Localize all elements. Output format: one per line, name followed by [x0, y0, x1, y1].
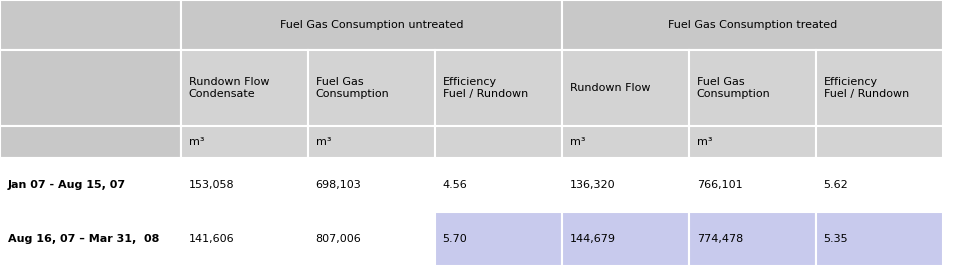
Polygon shape	[435, 158, 562, 212]
Polygon shape	[562, 212, 689, 266]
Text: Fuel Gas Consumption treated: Fuel Gas Consumption treated	[667, 20, 837, 30]
Text: Fuel Gas
Consumption: Fuel Gas Consumption	[697, 77, 770, 99]
Polygon shape	[562, 158, 689, 212]
Polygon shape	[181, 212, 308, 266]
Text: 698,103: 698,103	[316, 180, 361, 190]
Text: 5.62: 5.62	[824, 180, 848, 190]
Text: 4.56: 4.56	[443, 180, 467, 190]
Polygon shape	[562, 50, 689, 126]
Text: 5.35: 5.35	[824, 234, 848, 244]
Text: Fuel Gas Consumption untreated: Fuel Gas Consumption untreated	[279, 20, 463, 30]
Text: Efficiency
Fuel / Rundown: Efficiency Fuel / Rundown	[824, 77, 909, 99]
Polygon shape	[562, 0, 943, 50]
Text: 766,101: 766,101	[697, 180, 743, 190]
Text: 141,606: 141,606	[189, 234, 234, 244]
Polygon shape	[689, 212, 816, 266]
Polygon shape	[816, 50, 943, 126]
Polygon shape	[0, 0, 181, 50]
Polygon shape	[181, 50, 308, 126]
Text: m³: m³	[316, 137, 331, 147]
Text: 774,478: 774,478	[697, 234, 743, 244]
Polygon shape	[562, 126, 689, 158]
Polygon shape	[181, 0, 562, 50]
Text: 136,320: 136,320	[570, 180, 616, 190]
Polygon shape	[689, 158, 816, 212]
Polygon shape	[435, 126, 562, 158]
Polygon shape	[0, 158, 181, 212]
Text: 144,679: 144,679	[570, 234, 616, 244]
Polygon shape	[816, 212, 943, 266]
Polygon shape	[308, 212, 435, 266]
Text: 807,006: 807,006	[316, 234, 361, 244]
Text: m³: m³	[570, 137, 585, 147]
Polygon shape	[0, 50, 181, 126]
Polygon shape	[689, 126, 816, 158]
Text: 5.70: 5.70	[443, 234, 467, 244]
Polygon shape	[0, 126, 181, 158]
Polygon shape	[308, 50, 435, 126]
Text: Fuel Gas
Consumption: Fuel Gas Consumption	[316, 77, 389, 99]
Polygon shape	[181, 126, 308, 158]
Text: Efficiency
Fuel / Rundown: Efficiency Fuel / Rundown	[443, 77, 528, 99]
Polygon shape	[181, 158, 308, 212]
Polygon shape	[435, 50, 562, 126]
Polygon shape	[816, 158, 943, 212]
Polygon shape	[308, 126, 435, 158]
Polygon shape	[308, 158, 435, 212]
Text: Aug 16, 07 – Mar 31,  08: Aug 16, 07 – Mar 31, 08	[8, 234, 159, 244]
Polygon shape	[435, 212, 562, 266]
Text: Rundown Flow
Condensate: Rundown Flow Condensate	[189, 77, 269, 99]
Polygon shape	[816, 126, 943, 158]
Text: Jan 07 - Aug 15, 07: Jan 07 - Aug 15, 07	[8, 180, 126, 190]
Polygon shape	[689, 50, 816, 126]
Text: 153,058: 153,058	[189, 180, 234, 190]
Text: m³: m³	[697, 137, 712, 147]
Polygon shape	[0, 212, 181, 266]
Text: m³: m³	[189, 137, 204, 147]
Text: Rundown Flow: Rundown Flow	[570, 83, 650, 93]
